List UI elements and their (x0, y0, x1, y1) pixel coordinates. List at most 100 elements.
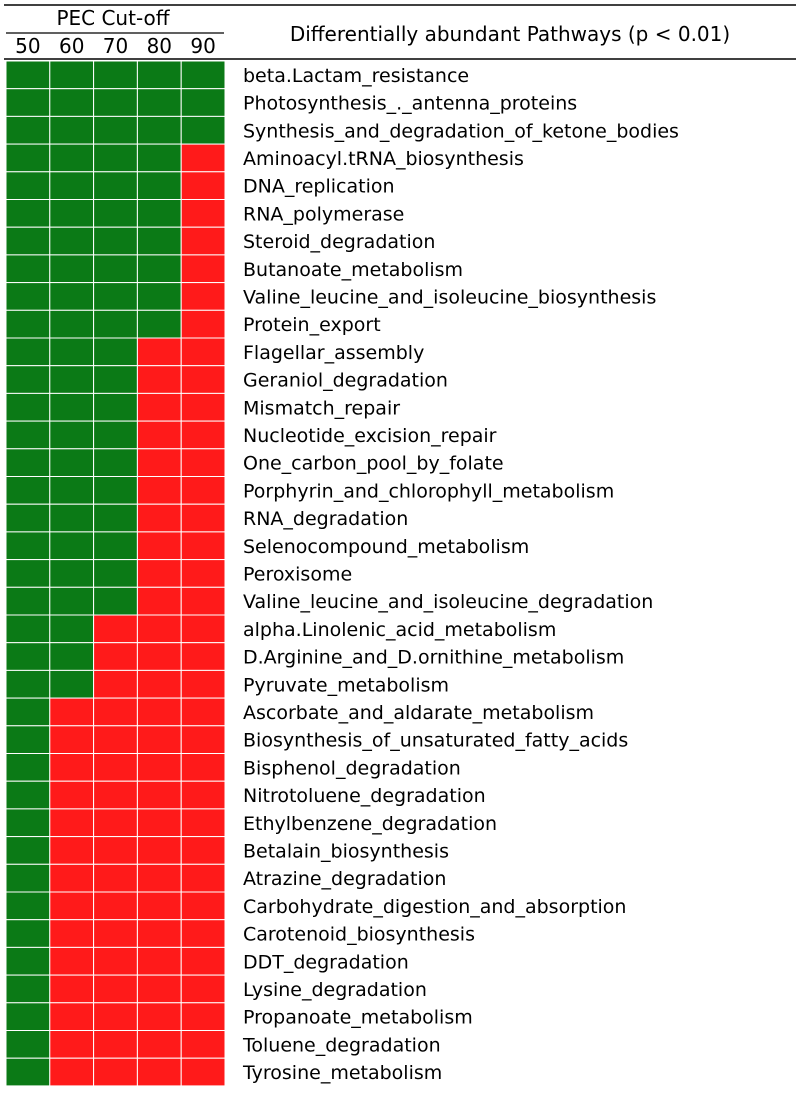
pathway-label: Geraniol_degradation (243, 370, 448, 392)
heatmap-cell (5, 1030, 51, 1059)
pathway-label: DNA_replication (243, 176, 395, 198)
pathway-label: One_carbon_pool_by_folate (243, 453, 504, 475)
heatmap-cell (180, 309, 226, 339)
heatmap-cell (93, 642, 138, 671)
heatmap-cell (93, 697, 138, 727)
heatmap-cell (136, 337, 182, 367)
heatmap-cell (49, 1057, 95, 1087)
heatmap-cell (93, 836, 138, 865)
pathway-label: RNA_degradation (243, 508, 408, 530)
heatmap-cell (136, 309, 182, 339)
heatmap-cell (5, 337, 51, 367)
heatmap-cell (49, 725, 95, 754)
heatmap-cell (5, 282, 51, 311)
heatmap-cell (49, 254, 95, 284)
heatmap-cell (93, 1057, 138, 1087)
heatmap-cell (5, 503, 51, 533)
heatmap-cell (180, 254, 226, 284)
heatmap-cell (136, 199, 182, 228)
pathway-label: Valine_leucine_and_isoleucine_biosynthes… (243, 286, 656, 308)
heatmap-cell (5, 143, 51, 173)
pathway-label: Photosynthesis_._antenna_proteins (243, 93, 577, 115)
column-label-50: 50 (15, 34, 40, 58)
heatmap-cell (180, 476, 226, 505)
heatmap-cell (49, 448, 95, 477)
heatmap-cell (49, 420, 95, 450)
heatmap-cell (93, 226, 138, 256)
pathway-label: Betalain_biosynthesis (243, 840, 449, 862)
heatmap-cell (49, 226, 95, 256)
column-labels: 50 60 70 80 90 (15, 34, 216, 58)
heatmap-cell (93, 88, 138, 117)
heatmap-cell (136, 448, 182, 477)
pathway-label: DDT_degradation (243, 951, 409, 973)
heatmap-cell (180, 1057, 226, 1087)
heatmap-cell (5, 863, 51, 893)
heatmap-cell (136, 1030, 182, 1059)
heatmap-cell (49, 974, 95, 1004)
heatmap-cell (93, 559, 138, 588)
heatmap-cells (5, 60, 226, 1087)
heatmap-cell (180, 891, 226, 921)
heatmap-cell (93, 891, 138, 921)
heatmap-cell (180, 669, 226, 699)
pathway-label: alpha.Linolenic_acid_metabolism (243, 619, 556, 641)
heatmap-cell (5, 60, 51, 90)
heatmap-cell (93, 309, 138, 339)
heatmap-cell (49, 1002, 95, 1031)
heatmap-cell (93, 946, 138, 976)
pathway-label: Protein_export (243, 314, 381, 336)
heatmap-cell (93, 143, 138, 173)
pathway-label: D.Arginine_and_D.ornithine_metabolism (243, 647, 624, 669)
heatmap-cell (93, 808, 138, 838)
pathway-label: Ethylbenzene_degradation (243, 813, 497, 835)
heatmap-cell (93, 531, 138, 561)
heatmap-cell (5, 808, 51, 838)
heatmap-cell (49, 143, 95, 173)
heatmap-cell (49, 946, 95, 976)
heatmap-cell (49, 697, 95, 727)
heatmap-cell (5, 309, 51, 339)
heatmap-cell (93, 420, 138, 450)
heatmap-cell (5, 614, 51, 644)
heatmap-cell (49, 919, 95, 948)
heatmap-cell (180, 88, 226, 117)
heatmap-cell (49, 836, 95, 865)
heatmap-cell (180, 559, 226, 588)
heatmap-cell (93, 1030, 138, 1059)
heatmap-cell (136, 1002, 182, 1031)
heatmap-cell (49, 199, 95, 228)
heatmap-cell (49, 88, 95, 117)
heatmap-cell (180, 60, 226, 90)
heatmap-cell (180, 808, 226, 838)
pathway-label: Porphyrin_and_chlorophyll_metabolism (243, 480, 614, 502)
heatmap-cell (93, 669, 138, 699)
pathway-label: Ascorbate_and_aldarate_metabolism (243, 702, 594, 724)
heatmap-cell (180, 725, 226, 754)
pathway-label: Flagellar_assembly (243, 342, 424, 364)
heatmap-cell (93, 282, 138, 311)
heatmap-cell (136, 780, 182, 810)
pathway-label: Valine_leucine_and_isoleucine_degradatio… (243, 591, 653, 613)
pathway-label: Tyrosine_metabolism (242, 1062, 442, 1084)
heatmap-cell (180, 226, 226, 256)
heatmap-cell (180, 1002, 226, 1031)
heatmap-cell (136, 753, 182, 782)
heatmap-cell (93, 254, 138, 284)
pathway-label: Atrazine_degradation (243, 868, 446, 890)
heatmap-cell (93, 115, 138, 145)
pathway-label: Pyruvate_metabolism (243, 674, 449, 696)
heatmap-cell (180, 642, 226, 671)
heatmap-cell (136, 863, 182, 893)
column-label-60: 60 (59, 34, 84, 58)
heatmap-cell (136, 503, 182, 533)
heatmap-cell (93, 392, 138, 422)
heatmap-cell (180, 946, 226, 976)
heatmap-cell (5, 974, 51, 1004)
pathway-label: Selenocompound_metabolism (243, 536, 529, 558)
heatmap-cell (49, 282, 95, 311)
heatmap-cell (5, 697, 51, 727)
heatmap-cell (180, 171, 226, 201)
row-header: Differentially abundant Pathways (p < 0.… (290, 22, 730, 46)
pathway-label: Toluene_degradation (242, 1034, 441, 1056)
